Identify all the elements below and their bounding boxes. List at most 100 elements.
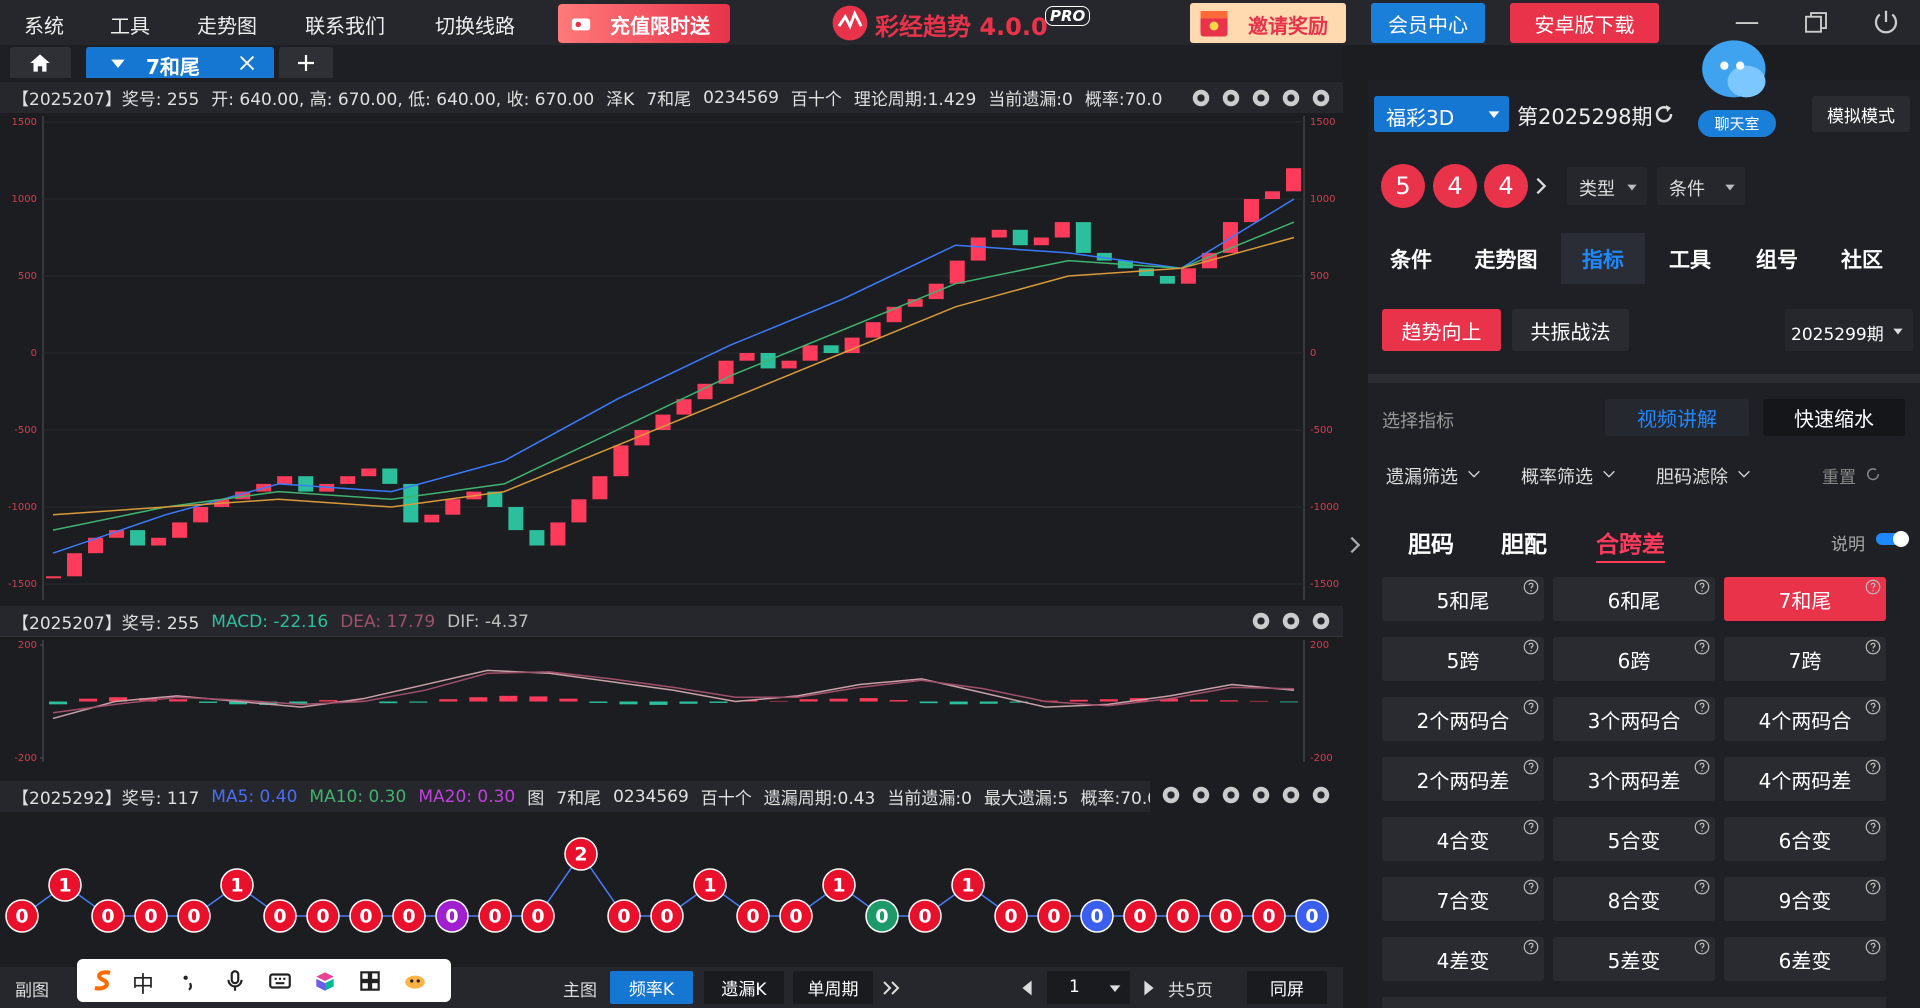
indicator-button[interactable]: 5差变 (1553, 937, 1715, 981)
tool-button[interactable] (1280, 784, 1302, 806)
indicator-button[interactable]: 5跨 (1382, 637, 1544, 681)
new-tab[interactable] (279, 47, 333, 78)
tool-button[interactable] (1250, 610, 1272, 632)
side-tab[interactable]: 工具 (1669, 248, 1711, 272)
tool-button[interactable] (1310, 784, 1332, 806)
menu-item[interactable]: 联系我们 (305, 14, 385, 38)
split-button[interactable]: 同屏 (1247, 971, 1327, 1004)
icon-shape (1694, 699, 1710, 715)
y-tick-label: -1000 (1310, 502, 1339, 513)
tool-button[interactable] (1220, 87, 1242, 109)
indicator-button[interactable]: 4个两码合 (1724, 697, 1886, 741)
tool-button[interactable] (1250, 87, 1272, 109)
side-tab[interactable]: 条件 (1390, 248, 1432, 272)
indicator-button[interactable]: 2个两码差 (1382, 757, 1544, 801)
tool-button[interactable] (1280, 610, 1302, 632)
panel-divider (1343, 80, 1368, 1008)
chart-mode-button[interactable]: 遗漏K (704, 971, 784, 1004)
video-button[interactable]: 视频讲解 (1605, 399, 1749, 436)
period-select[interactable]: 2025299期 (1785, 309, 1913, 351)
help-icon (1864, 638, 1882, 656)
indicator-button[interactable]: 7合变 (1382, 877, 1544, 921)
side-tab[interactable]: 组号 (1756, 248, 1798, 272)
restore-button[interactable] (1801, 8, 1831, 38)
trend-button[interactable]: 趋势向上 (1382, 309, 1501, 351)
filter-select[interactable]: 类型 (1567, 167, 1647, 205)
indicator-button[interactable]: 2个两码合 (1382, 697, 1544, 741)
indicator-button[interactable]: 7跨 (1724, 637, 1886, 681)
indicator-button[interactable]: 6跨 (1553, 637, 1715, 681)
tool-button[interactable] (1310, 610, 1332, 632)
tool-button[interactable] (1160, 784, 1182, 806)
side-tab[interactable]: 走势图 (1474, 248, 1538, 272)
sub-tab[interactable]: 胆配 (1501, 532, 1547, 558)
toggle-knob (1893, 531, 1909, 547)
download-button[interactable]: 安卓版下载 (1510, 3, 1659, 43)
gift-icon (1196, 5, 1232, 41)
chat-button[interactable]: 聊天室 (1698, 110, 1776, 137)
sub-tab[interactable]: 胆码 (1408, 532, 1454, 558)
menu-item[interactable]: 走势图 (197, 14, 257, 38)
menu-item[interactable]: 系统 (24, 14, 64, 38)
dot-label: 0 (789, 906, 802, 928)
active-tab[interactable]: 7和尾 (86, 47, 274, 79)
indicator-button[interactable]: 5和尾 (1382, 577, 1544, 621)
minimize-button[interactable] (1732, 8, 1762, 38)
resonance-button[interactable]: 共振战法 (1512, 309, 1629, 351)
indicator-button[interactable]: 6差变 (1724, 937, 1886, 981)
power-button[interactable] (1871, 7, 1901, 37)
tool-button[interactable] (1280, 87, 1302, 109)
dea-value: DEA: 17.79 (340, 611, 436, 632)
menu-item[interactable]: 工具 (110, 14, 150, 38)
tool-button[interactable] (1190, 87, 1212, 109)
side-tab[interactable]: 社区 (1841, 248, 1883, 272)
omission-dot (177, 899, 211, 933)
indicator-button[interactable]: 9合变 (1724, 877, 1886, 921)
mode-button[interactable]: 模拟模式 (1812, 96, 1910, 132)
indicator-button[interactable]: 6和尾 (1553, 577, 1715, 621)
omission-dot (220, 868, 254, 902)
ime-lang[interactable]: 中 (132, 973, 155, 998)
indicator-button[interactable]: 4个两码差 (1724, 757, 1886, 801)
indicator-button[interactable]: 3个两码差 (1553, 757, 1715, 801)
invite-button[interactable]: 邀请奖励 (1190, 3, 1346, 43)
indicator-button[interactable]: 6合变 (1724, 817, 1886, 861)
filter-select[interactable]: 条件 (1657, 167, 1745, 205)
promo-button[interactable]: 充值限时送 (558, 4, 730, 43)
filter-dropdown[interactable]: 遗漏筛选 (1386, 467, 1458, 488)
indicator-button[interactable]: 8合变 (1553, 877, 1715, 921)
filter-label: 条件 (1669, 179, 1705, 200)
home-icon (27, 50, 53, 76)
indicator-button[interactable]: 3个两码合 (1553, 697, 1715, 741)
tool-button[interactable] (1190, 784, 1212, 806)
indicator-button[interactable]: 4合变 (1382, 817, 1544, 861)
macd-bar (769, 700, 788, 702)
filter-dropdown[interactable]: 概率筛选 (1521, 467, 1593, 488)
tool-button[interactable] (1310, 87, 1332, 109)
page-select[interactable]: 1 (1047, 971, 1130, 1004)
sub-tab[interactable]: 合跨差 (1596, 525, 1665, 563)
candle (823, 345, 839, 353)
shrink-button[interactable]: 快速缩水 (1763, 399, 1905, 436)
filter-dropdown[interactable]: 胆码滤除 (1656, 467, 1728, 488)
menu-item[interactable]: 切换线路 (435, 14, 515, 38)
side-tab[interactable]: 指标 (1582, 248, 1624, 272)
indicator-button[interactable]: 5合变 (1553, 817, 1715, 861)
icon-shape (1350, 536, 1361, 554)
lottery-select[interactable]: 福彩3D (1374, 96, 1509, 132)
candle (151, 537, 167, 546)
chart-mode-button[interactable]: 频率K (610, 971, 693, 1004)
member-button[interactable]: 会员中心 (1371, 3, 1485, 43)
candle (172, 522, 188, 538)
chart-mode-button[interactable]: 单周期 (793, 971, 873, 1004)
reset-button[interactable]: 重置 (1822, 468, 1856, 488)
tool-button[interactable] (1220, 784, 1242, 806)
candle (1243, 199, 1259, 223)
home-tab[interactable] (10, 47, 71, 78)
main-chart-header: 【2025207】奖号: 255 开: 640.00, 高: 670.00, 低:… (0, 82, 1343, 113)
tool-button[interactable] (1250, 784, 1272, 806)
omission-dot (1123, 899, 1157, 933)
next-page (1138, 976, 1160, 1000)
indicator-button[interactable]: 4差变 (1382, 937, 1544, 981)
indicator-button[interactable]: 7和尾 (1724, 577, 1886, 621)
